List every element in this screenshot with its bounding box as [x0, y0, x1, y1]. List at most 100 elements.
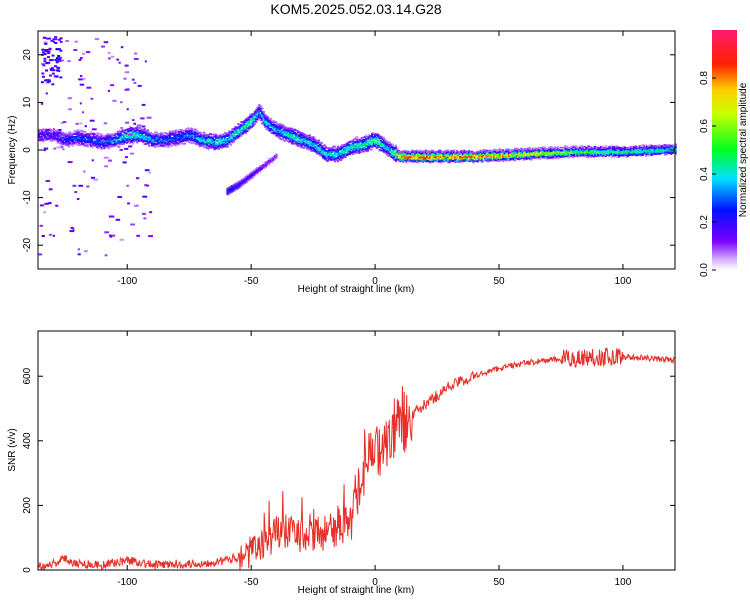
spectrogram-cell [247, 178, 250, 181]
spectrogram-cell [405, 154, 408, 157]
spectrogram-cell [108, 159, 112, 162]
spectrogram-cell [354, 140, 357, 143]
spectrogram-cell [101, 45, 106, 48]
spectrogram-cell [326, 147, 329, 150]
spectrogram-cell [292, 142, 295, 145]
spectrogram-cell [558, 147, 561, 150]
spectrogram-cell [500, 149, 503, 152]
spectrogram-cell [112, 234, 116, 237]
spectrogram-cell [623, 148, 627, 151]
spectrogram-cell [380, 149, 383, 152]
spectrogram-cell [48, 80, 51, 83]
spectrogram-cell [308, 140, 311, 143]
spectrogram-cell [238, 130, 241, 133]
spectrogram-cell [342, 144, 346, 147]
spectrogram-cell [531, 151, 534, 154]
spectrogram-cell [191, 133, 194, 135]
spectrogram-cell [305, 142, 308, 145]
spectrogram-cell [375, 146, 378, 149]
spectrogram-cell [109, 142, 112, 145]
spectrogram-cell [127, 128, 130, 131]
spectrogram-cell [131, 133, 134, 136]
spectrogram-cell [54, 36, 58, 39]
spectrogram-cell [251, 174, 254, 177]
spectrogram-cell [464, 155, 467, 158]
spectrogram-cell [302, 141, 305, 144]
spectrogram-cell [625, 156, 628, 159]
spectrogram-cell [387, 146, 390, 149]
spectrogram-cell [264, 119, 267, 122]
spectrogram-cell [570, 151, 573, 154]
spectrogram-cell [356, 144, 359, 147]
spectrogram-cell [571, 150, 575, 153]
spectrogram-cell [179, 131, 182, 134]
spectrogram-cell [52, 38, 58, 41]
spectrogram-cell [545, 156, 548, 159]
spectrogram-cell [365, 134, 368, 137]
spectrogram-cell [137, 139, 140, 142]
spectrogram-cell [339, 149, 343, 152]
spectrogram-cell [665, 149, 668, 152]
spectrogram-cell [613, 148, 616, 150]
spectrogram-cell [38, 128, 41, 131]
spectrogram-cell [225, 132, 228, 135]
spectrogram-cell [226, 191, 229, 194]
spectrogram-cell [155, 135, 158, 138]
spectrogram-cell [325, 150, 328, 152]
spectrogram-cell [103, 156, 109, 159]
spectrogram-cell [457, 157, 460, 160]
spectrogram-cell [76, 132, 79, 135]
spectrogram-cell [331, 147, 334, 149]
spectrogram-cell [447, 158, 450, 161]
spectrogram-cell [424, 154, 427, 157]
spectrogram-cell [209, 140, 212, 143]
spectrogram-cell [371, 140, 374, 143]
spectrogram-cell [165, 139, 169, 142]
spectrogram-cell [92, 138, 97, 141]
spectrogram-cell [97, 135, 100, 138]
spectrogram-cell [142, 212, 146, 215]
spectrogram-cell [113, 141, 116, 144]
spectrogram-cell [631, 145, 634, 148]
spectrogram-cell [239, 179, 242, 182]
spectrogram-cell [564, 155, 567, 158]
spectrogram-cell [588, 150, 591, 152]
spectrogram-cell [223, 145, 227, 147]
spectrogram-cell [531, 149, 534, 152]
spectrogram-cell [223, 138, 227, 141]
spectrogram-cell [295, 137, 298, 140]
spectrogram-cell [353, 141, 356, 144]
spectrogram-cell [264, 123, 267, 126]
spectrogram-cell [145, 130, 148, 133]
spectrogram-cell [122, 161, 127, 164]
spectrogram-cell [131, 138, 134, 141]
spectrogram-cell [67, 140, 70, 143]
y-tick-label: 400 [22, 432, 33, 449]
spectrogram-cell [402, 161, 405, 164]
spectrogram-cell [133, 128, 136, 131]
spectrogram-cell [261, 107, 264, 110]
spectrogram-cell [79, 136, 82, 139]
spectrogram-cell [488, 158, 491, 161]
spectrogram-cell [101, 144, 105, 147]
spectrogram-cell [268, 119, 271, 122]
spectrogram-cell [310, 143, 313, 145]
spectrogram-cell [107, 133, 111, 136]
spectrogram-cell [313, 136, 316, 139]
spectrogram-cell [412, 157, 415, 160]
spectrogram-cell [241, 128, 244, 131]
spectrogram-cell [604, 149, 607, 152]
spectrogram-cell [513, 148, 517, 151]
spectrogram-cell [399, 156, 402, 159]
spectrogram-cell [540, 149, 543, 152]
spectrogram-cell [389, 142, 392, 145]
spectrogram-cell [484, 156, 487, 159]
spectrogram-cell [168, 139, 172, 142]
spectrogram-cell [439, 157, 442, 160]
spectrogram-cell [45, 180, 50, 182]
spectrogram-cell [91, 128, 97, 131]
spectrogram-cell [93, 140, 96, 143]
spectrogram-cell [411, 149, 414, 152]
spectrogram-cell [457, 159, 460, 162]
spectrogram-cell [510, 152, 514, 155]
